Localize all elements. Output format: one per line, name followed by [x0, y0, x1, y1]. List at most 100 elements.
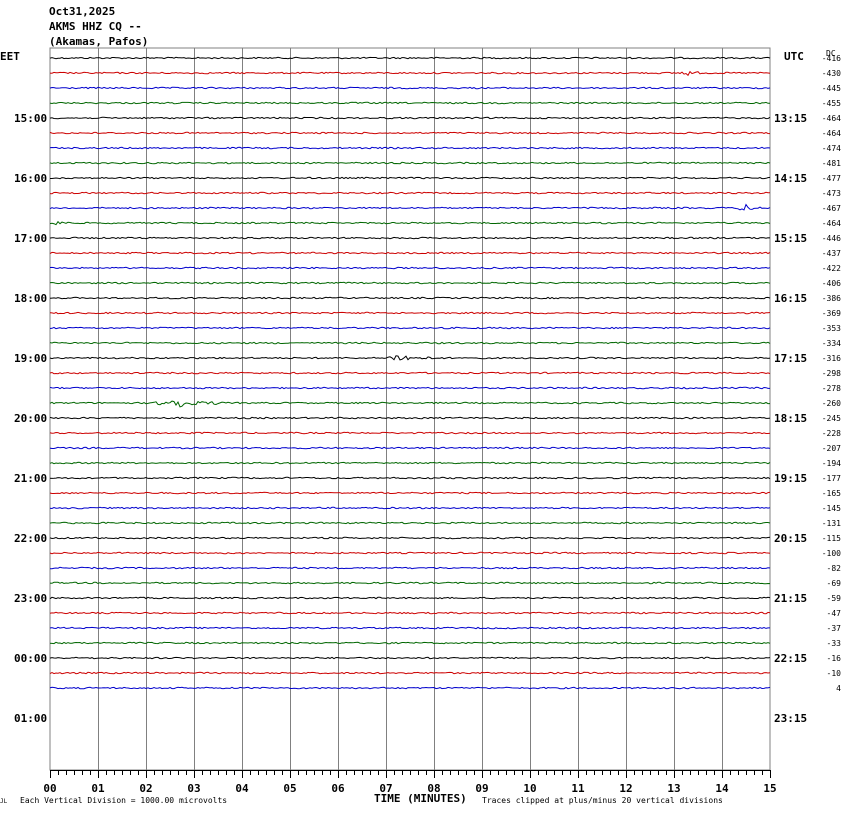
dc-offset-label: -406	[822, 279, 841, 288]
division-note: Each Vertical Division = 1000.00 microvo…	[20, 796, 228, 805]
seismic-trace	[49, 551, 771, 555]
dc-offset-label: -278	[822, 384, 841, 393]
seismic-trace	[49, 355, 771, 361]
x-tick-label: 00	[43, 782, 56, 795]
dc-offset-label: -416	[822, 54, 841, 63]
dc-offset-label: -131	[822, 519, 841, 528]
utc-hour-label: 17:15	[774, 352, 807, 365]
dc-offset-label: -422	[822, 264, 841, 273]
seismic-trace	[49, 671, 771, 675]
seismic-trace	[49, 296, 771, 300]
dc-offset-label: -33	[827, 639, 842, 648]
utc-hour-label: 18:15	[774, 412, 807, 425]
dc-offset-label: -115	[822, 534, 841, 543]
seismic-trace	[49, 400, 770, 408]
eet-hour-label: 18:00	[14, 292, 47, 305]
date-label: Oct31,2025	[49, 5, 116, 18]
seismic-trace	[49, 326, 771, 330]
seismic-trace	[49, 461, 771, 465]
dc-offset-label: -47	[827, 609, 842, 618]
seismic-trace	[49, 416, 771, 420]
dc-offset-label: -467	[822, 204, 841, 213]
seismic-trace	[49, 371, 771, 375]
utc-hour-label: 19:15	[774, 472, 807, 485]
utc-hour-label: 14:15	[774, 172, 807, 185]
seismic-trace	[49, 131, 771, 135]
eet-hour-label: 20:00	[14, 412, 47, 425]
seismic-trace	[49, 236, 771, 240]
seismic-trace	[49, 386, 770, 390]
clip-note: Traces clipped at plus/minus 20 vertical…	[482, 796, 723, 805]
seismic-trace	[49, 641, 771, 645]
seismic-trace	[49, 251, 771, 255]
dc-offset-label: -369	[822, 309, 841, 318]
dc-offset-label: -298	[822, 369, 841, 378]
dc-offset-label: -334	[822, 339, 841, 348]
utc-hour-label: 23:15	[774, 712, 807, 725]
eet-hour-label: 19:00	[14, 352, 47, 365]
utc-hour-label: 20:15	[774, 532, 807, 545]
seismic-trace	[49, 191, 770, 195]
x-tick-label: 08	[427, 782, 440, 795]
dc-offset-label: -194	[822, 459, 841, 468]
dc-offset-label: -10	[827, 669, 842, 678]
seismic-trace	[49, 506, 771, 510]
eet-hour-label: 15:00	[14, 112, 47, 125]
dc-offset-label: -386	[822, 294, 841, 303]
dc-offset-label: -245	[822, 414, 841, 423]
dc-offset-label: -477	[822, 174, 841, 183]
seismic-trace	[49, 56, 771, 60]
seismic-trace	[49, 656, 771, 660]
x-tick-label: 06	[331, 782, 345, 795]
dc-offset-label: -473	[822, 189, 841, 198]
seismic-trace	[49, 521, 771, 525]
station-label: AKMS HHZ CQ --	[49, 20, 142, 33]
dc-offset-label: -82	[827, 564, 842, 573]
seismic-trace	[49, 281, 771, 285]
x-tick-label: 07	[379, 782, 392, 795]
plot-frame	[49, 47, 771, 771]
seismic-trace	[49, 611, 771, 615]
x-tick-label: 04	[235, 782, 249, 795]
eet-hour-label: 01:00	[14, 712, 47, 725]
dc-offset-label: -59	[827, 594, 842, 603]
seismic-trace	[49, 146, 771, 150]
seismic-trace	[49, 626, 770, 630]
x-tick-label: 03	[187, 782, 200, 795]
utc-hour-label: 21:15	[774, 592, 807, 605]
x-axis-title: TIME (MINUTES)	[374, 792, 467, 805]
utc-hour-label: 22:15	[774, 652, 807, 665]
x-tick-label: 02	[139, 782, 152, 795]
dc-offset-label: -145	[822, 504, 841, 513]
dc-offset-label: -177	[822, 474, 841, 483]
utc-hour-label: 13:15	[774, 112, 807, 125]
dc-offset-label: -446	[822, 234, 841, 243]
dc-offset-label: -228	[822, 429, 841, 438]
seismic-trace	[49, 266, 771, 270]
seismic-trace	[49, 446, 771, 450]
seismic-trace	[49, 686, 771, 690]
eet-hour-label: 17:00	[14, 232, 47, 245]
eet-hour-label: 21:00	[14, 472, 47, 485]
dc-offset-label: -464	[822, 114, 841, 123]
seismic-trace	[49, 70, 771, 77]
seismic-trace	[49, 536, 771, 540]
seismic-trace	[49, 161, 771, 165]
utc-hour-label: 15:15	[774, 232, 807, 245]
eet-hour-label: 16:00	[14, 172, 47, 185]
utc-zone-label: UTC	[784, 50, 804, 63]
dc-offset-label: -430	[822, 69, 841, 78]
seismic-trace	[49, 203, 771, 211]
seismic-trace	[49, 341, 771, 345]
dc-offset-label: -37	[827, 624, 842, 633]
seismic-trace	[49, 311, 771, 315]
x-tick-label: 12	[619, 782, 632, 795]
seismic-trace	[49, 581, 771, 585]
dc-offset-label: -16	[827, 654, 842, 663]
dc-offset-label: -260	[822, 399, 841, 408]
eet-hour-label: 22:00	[14, 532, 47, 545]
dc-offset-label: -481	[822, 159, 841, 168]
dc-offset-label: -69	[827, 579, 842, 588]
eet-hour-label: 23:00	[14, 592, 47, 605]
